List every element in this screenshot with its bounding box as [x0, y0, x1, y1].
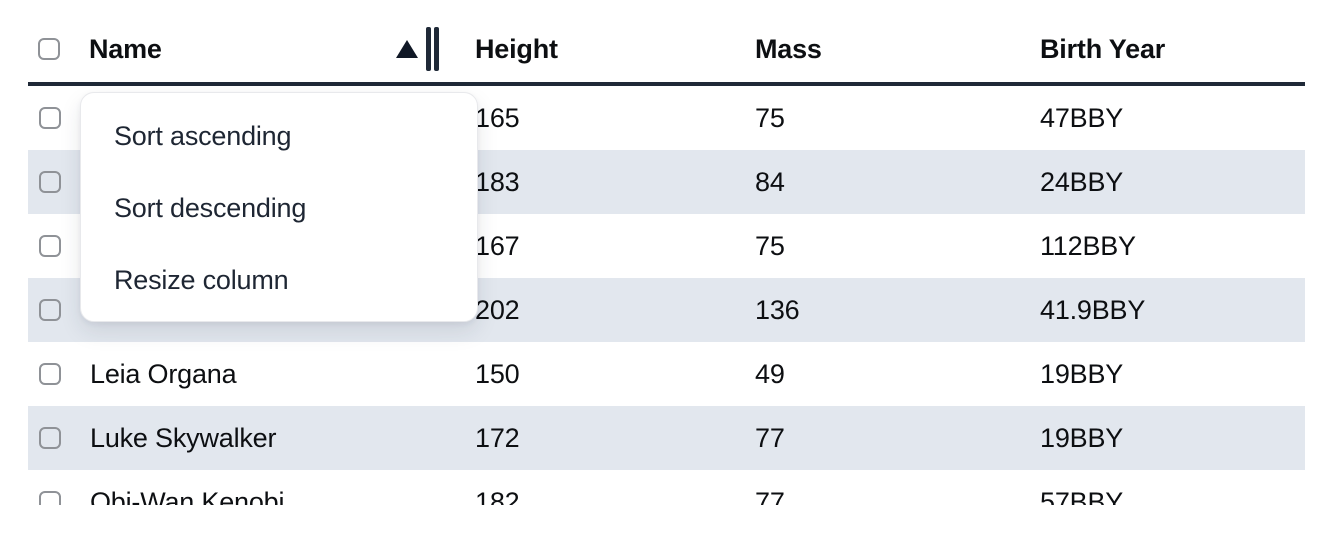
cell-name — [28, 171, 475, 193]
name-value: Obi-Wan Kenobi — [90, 486, 285, 506]
height-value: 165 — [475, 102, 520, 133]
mass-value: 77 — [755, 486, 785, 506]
mass-value: 75 — [755, 230, 785, 261]
birth-year-value: 112BBY — [1040, 230, 1136, 261]
mass-value: 84 — [755, 166, 785, 197]
birth-year-value: 19BBY — [1040, 422, 1124, 453]
menu-item-resize-column[interactable]: Resize column — [114, 264, 289, 295]
row-select-checkbox[interactable] — [39, 299, 61, 321]
header-cell-name[interactable]: Name — [28, 27, 475, 71]
height-value: 172 — [475, 422, 520, 453]
birth-year-value: 41.9BBY — [1040, 294, 1146, 325]
row-select-checkbox[interactable] — [39, 491, 61, 505]
name-value: Leia Organa — [90, 358, 237, 389]
cell-name — [28, 235, 475, 257]
column-label-name[interactable]: Name — [89, 33, 162, 64]
birth-year-value: 19BBY — [1040, 358, 1124, 389]
mass-value: 75 — [755, 102, 785, 133]
menu-item-sort-ascending[interactable]: Sort ascending — [114, 120, 292, 151]
resize-bar-left — [426, 27, 431, 71]
column-context-menu: Sort ascending Sort descending Resize co… — [80, 92, 478, 322]
mass-value: 77 — [755, 422, 785, 453]
table-row: 165 75 47BBY — [28, 86, 1305, 150]
resize-bar-right — [434, 27, 439, 71]
height-value: 183 — [475, 166, 520, 197]
mass-value: 49 — [755, 358, 785, 389]
table-row: 167 75 112BBY — [28, 214, 1305, 278]
cell-name — [28, 299, 475, 321]
header-cell-mass[interactable]: Mass — [755, 33, 822, 64]
height-value: 182 — [475, 486, 520, 506]
table-row: Luke Skywalker 172 77 19BBY — [28, 406, 1305, 470]
header-cell-height[interactable]: Height — [475, 33, 558, 64]
row-select-checkbox[interactable] — [39, 171, 61, 193]
table-row: Obi-Wan Kenobi 182 77 57BBY — [28, 470, 1305, 505]
cell-name — [28, 107, 475, 129]
header-cell-birth-year[interactable]: Birth Year — [1040, 33, 1166, 64]
row-select-checkbox[interactable] — [39, 427, 61, 449]
birth-year-value: 24BBY — [1040, 166, 1124, 197]
cell-name: Leia Organa — [28, 359, 475, 390]
height-value: 167 — [475, 230, 520, 261]
sort-ascending-icon — [396, 40, 418, 58]
row-select-checkbox[interactable] — [39, 235, 61, 257]
row-select-checkbox[interactable] — [39, 107, 61, 129]
mass-value: 136 — [755, 294, 800, 325]
menu-item-sort-descending[interactable]: Sort descending — [114, 192, 307, 223]
column-resize-handle-icon[interactable] — [426, 27, 439, 71]
birth-year-value: 47BBY — [1040, 102, 1124, 133]
name-value: Luke Skywalker — [90, 422, 277, 453]
table-row: Leia Organa 150 49 19BBY — [28, 342, 1305, 406]
height-value: 150 — [475, 358, 520, 389]
cell-name: Luke Skywalker — [28, 423, 475, 454]
birth-year-value: 57BBY — [1040, 486, 1124, 506]
row-select-checkbox[interactable] — [39, 363, 61, 385]
cell-name: Obi-Wan Kenobi — [28, 486, 475, 506]
table-header-row: Name Height Mass Birth Year — [28, 0, 1305, 86]
select-all-checkbox[interactable] — [38, 38, 60, 60]
height-value: 202 — [475, 294, 520, 325]
